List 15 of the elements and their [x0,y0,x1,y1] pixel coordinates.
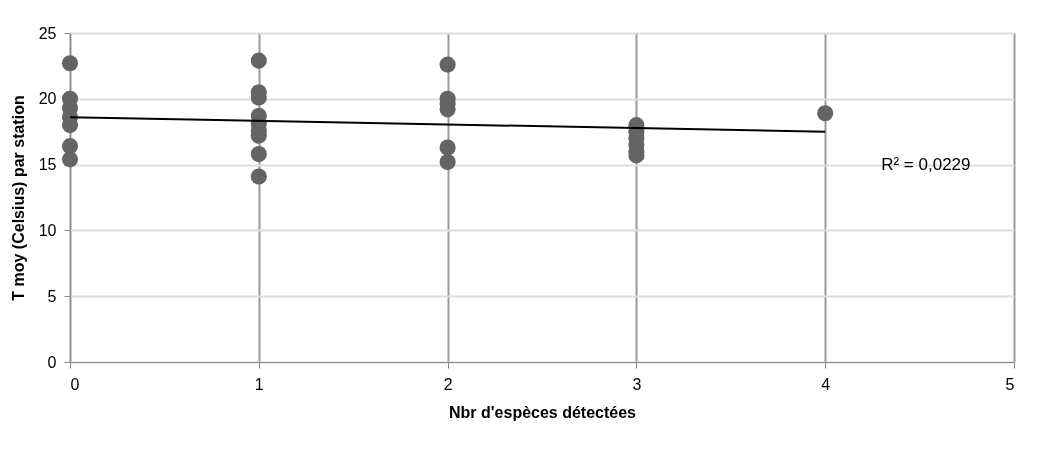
x-tick-label: 0 [70,375,80,393]
x-tick-label: 4 [821,375,831,393]
x-tick-label: 1 [254,375,264,393]
y-tick-label: 20 [38,90,57,108]
x-tick-label: 5 [1005,375,1015,393]
y-axis-title: T moy (Celsius) par station [9,95,27,301]
y-tick-label: 15 [38,156,57,174]
x-axis-title: Nbr d'espèces détectées [448,403,637,421]
x-tick-label: 3 [632,375,642,393]
y-tick-label: 5 [47,287,57,305]
annotation: R² = 0,0229 [881,155,971,174]
y-tick-label: 0 [47,353,57,371]
x-tick-label: 2 [443,375,453,393]
y-tick-label: 10 [38,221,57,239]
y-tick-label: 25 [38,24,57,42]
